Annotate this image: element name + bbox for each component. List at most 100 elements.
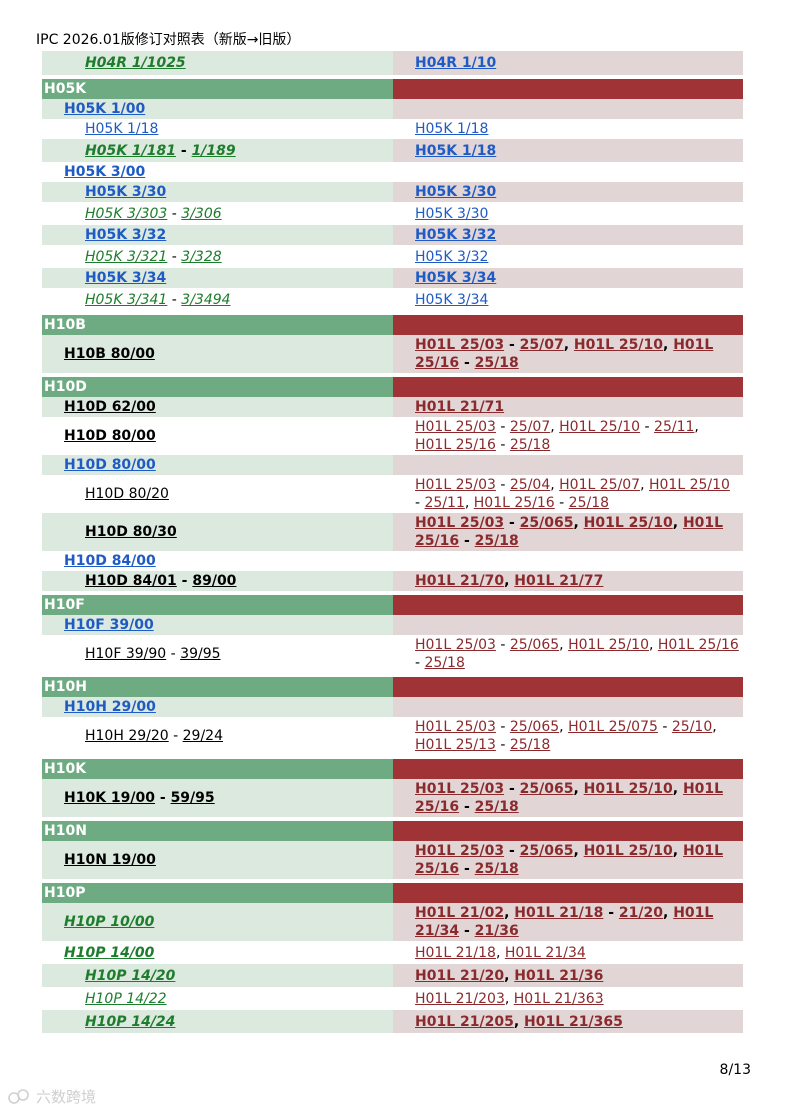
ipc-code-link[interactable]: H05K 1/181 — [85, 142, 176, 159]
ipc-code-link[interactable]: H10D 84/00 — [64, 553, 156, 569]
ipc-code-link[interactable]: H01L 25/03 — [415, 515, 505, 531]
ipc-code-link[interactable]: H01L 25/10 — [573, 337, 663, 353]
ipc-code-link[interactable]: 25/11 — [424, 495, 465, 511]
ipc-code-link[interactable]: H01L 21/18 — [514, 905, 604, 921]
ipc-code-link[interactable]: 3/328 — [181, 248, 222, 265]
ipc-code-link[interactable]: H01L 25/10 — [649, 477, 730, 493]
ipc-code-link[interactable]: 25/18 — [509, 737, 551, 753]
ipc-code-link[interactable]: 25/18 — [424, 655, 465, 671]
ipc-code-link[interactable]: H05K 1/18 — [85, 121, 159, 137]
ipc-code-link[interactable]: H05K 1/18 — [415, 121, 489, 137]
ipc-code-link[interactable]: H01L 25/03 — [415, 719, 496, 735]
ipc-code-link[interactable]: H10P 14/24 — [85, 1013, 176, 1030]
ipc-code-link[interactable]: H01L 25/07 — [559, 477, 641, 493]
ipc-code-link[interactable]: H10P 14/22 — [85, 990, 167, 1007]
ipc-code-link[interactable]: 25/04 — [509, 477, 551, 493]
ipc-code-link[interactable]: H10P 10/00 — [64, 914, 155, 930]
ipc-code-link[interactable]: 39/95 — [180, 646, 221, 662]
ipc-code-link[interactable]: 25/11 — [654, 419, 695, 435]
ipc-code-link[interactable]: H01L 21/02 — [415, 905, 505, 921]
ipc-code-link[interactable]: H01L 25/10 — [568, 637, 649, 653]
ipc-code-link[interactable]: H01L 25/16 — [415, 515, 724, 549]
ipc-code-link[interactable]: H05K 3/32 — [415, 227, 497, 243]
ipc-code-link[interactable]: H01L 21/34 — [504, 944, 586, 961]
ipc-code-link[interactable]: H01L 25/16 — [415, 843, 724, 877]
ipc-code-link[interactable]: H10K 19/00 — [64, 790, 155, 806]
ipc-code-link[interactable]: H04R 1/10 — [415, 55, 497, 71]
ipc-code-link[interactable]: H10P 14/20 — [85, 967, 176, 984]
ipc-code-link[interactable]: H01L 25/13 — [415, 737, 496, 753]
ipc-code-link[interactable]: H01L 21/71 — [415, 399, 505, 415]
ipc-code-link[interactable]: H01L 25/03 — [415, 781, 505, 797]
ipc-code-link[interactable]: H10H 29/20 — [85, 728, 169, 744]
ipc-code-link[interactable]: H10F 39/00 — [64, 617, 154, 633]
ipc-code-link[interactable]: H01L 25/10 — [583, 515, 673, 531]
ipc-code-link[interactable]: 25/18 — [474, 861, 519, 877]
ipc-code-link[interactable]: H01L 25/03 — [415, 637, 496, 653]
ipc-code-link[interactable]: H10D 62/00 — [64, 399, 156, 415]
ipc-code-link[interactable]: H01L 25/03 — [415, 337, 505, 353]
ipc-code-link[interactable]: H01L 25/10 — [559, 419, 641, 435]
ipc-code-link[interactable]: H01L 21/18 — [415, 944, 496, 961]
ipc-code-link[interactable]: 59/95 — [170, 790, 215, 806]
ipc-code-link[interactable]: H01L 21/363 — [513, 990, 604, 1007]
ipc-code-link[interactable]: H05K 3/34 — [85, 270, 167, 286]
ipc-code-link[interactable]: H05K 3/30 — [415, 205, 489, 222]
ipc-code-link[interactable]: H10D 80/20 — [85, 486, 169, 502]
ipc-code-link[interactable]: 29/24 — [182, 728, 223, 744]
ipc-code-link[interactable]: H05K 3/00 — [64, 164, 146, 180]
ipc-code-link[interactable]: H01L 21/205 — [415, 1013, 514, 1030]
ipc-code-link[interactable]: H05K 3/341 — [85, 291, 168, 308]
ipc-code-link[interactable]: H05K 1/18 — [415, 142, 497, 159]
ipc-code-link[interactable]: 25/065 — [509, 719, 560, 735]
ipc-code-link[interactable]: H01L 25/16 — [657, 637, 739, 653]
ipc-code-link[interactable]: 25/07 — [509, 419, 551, 435]
ipc-code-link[interactable]: H04R 1/1025 — [85, 55, 186, 71]
ipc-code-link[interactable]: H05K 3/32 — [415, 248, 489, 265]
ipc-code-link[interactable]: 21/36 — [474, 923, 519, 939]
ipc-code-link[interactable]: H10P 14/00 — [64, 944, 155, 961]
ipc-code-link[interactable]: 1/189 — [191, 142, 236, 159]
ipc-code-link[interactable]: H01L 21/34 — [415, 905, 714, 939]
ipc-code-link[interactable]: 25/18 — [568, 495, 610, 511]
ipc-code-link[interactable]: H01L 25/16 — [473, 495, 555, 511]
ipc-code-link[interactable]: H10H 29/00 — [64, 699, 156, 715]
ipc-code-link[interactable]: 25/18 — [474, 799, 519, 815]
ipc-code-link[interactable]: H10N 19/00 — [64, 852, 156, 868]
ipc-code-link[interactable]: 25/18 — [509, 437, 551, 453]
ipc-code-link[interactable]: H01L 21/70 — [415, 573, 505, 589]
ipc-code-link[interactable]: H01L 25/16 — [415, 337, 714, 371]
ipc-code-link[interactable]: H01L 21/36 — [514, 967, 604, 984]
ipc-code-link[interactable]: H01L 25/16 — [415, 437, 496, 453]
ipc-code-link[interactable]: H05K 1/00 — [64, 101, 146, 117]
ipc-code-link[interactable]: 3/3494 — [181, 291, 231, 308]
ipc-code-link[interactable]: H05K 3/303 — [85, 205, 168, 222]
ipc-code-link[interactable]: H10D 84/01 — [85, 573, 177, 589]
ipc-code-link[interactable]: H05K 3/34 — [415, 270, 497, 286]
ipc-code-link[interactable]: H01L 25/16 — [415, 781, 724, 815]
ipc-code-link[interactable]: H01L 25/075 — [568, 719, 658, 735]
ipc-code-link[interactable]: H10D 80/00 — [64, 457, 156, 473]
ipc-code-link[interactable]: H10D 80/30 — [85, 524, 177, 540]
ipc-code-link[interactable]: 25/18 — [474, 355, 519, 371]
ipc-code-link[interactable]: H01L 25/03 — [415, 843, 505, 859]
ipc-code-link[interactable]: H05K 3/321 — [85, 248, 168, 265]
ipc-code-link[interactable]: 25/10 — [671, 719, 713, 735]
ipc-code-link[interactable]: H05K 3/34 — [415, 291, 489, 308]
ipc-code-link[interactable]: H10F 39/90 — [85, 646, 167, 662]
ipc-code-link[interactable]: H01L 25/03 — [415, 419, 496, 435]
ipc-code-link[interactable]: H01L 21/77 — [514, 573, 604, 589]
ipc-code-link[interactable]: H10B 80/00 — [64, 346, 155, 362]
ipc-code-link[interactable]: 21/20 — [618, 905, 663, 921]
ipc-code-link[interactable]: 25/065 — [509, 637, 560, 653]
ipc-code-link[interactable]: H05K 3/30 — [415, 184, 497, 200]
ipc-code-link[interactable]: H01L 25/10 — [583, 781, 673, 797]
ipc-code-link[interactable]: H01L 21/365 — [524, 1013, 623, 1030]
ipc-code-link[interactable]: H10D 80/00 — [64, 428, 156, 444]
ipc-code-link[interactable]: 89/00 — [192, 573, 237, 589]
ipc-code-link[interactable]: H01L 21/203 — [415, 990, 505, 1007]
ipc-code-link[interactable]: H05K 3/32 — [85, 227, 167, 243]
ipc-code-link[interactable]: 25/07 — [519, 337, 564, 353]
ipc-code-link[interactable]: H01L 25/10 — [583, 843, 673, 859]
ipc-code-link[interactable]: 25/065 — [519, 843, 574, 859]
